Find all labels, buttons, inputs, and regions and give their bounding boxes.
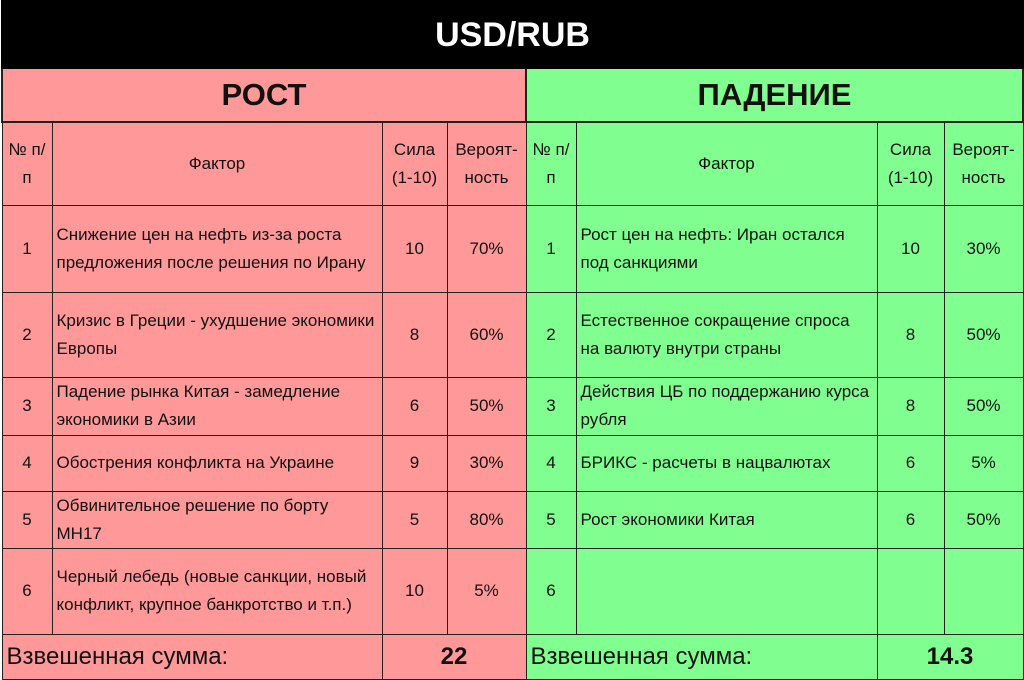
fall-row-factor: Рост цен на нефть: Иран остался под санк… xyxy=(575,204,878,293)
fall-row-strength: 8 xyxy=(876,291,945,378)
rise-row-factor: Снижение цен на нефть из-за роста предло… xyxy=(51,204,383,293)
fall-row-factor: БРИКС - расчеты в нацвалютах xyxy=(575,434,878,492)
fall-header: ПАДЕНИЕ xyxy=(524,67,1024,123)
col-num: № п/п xyxy=(525,121,577,206)
col-prob: Вероят-ность xyxy=(943,121,1024,206)
fall-sum-label: Взвешенная сумма: xyxy=(525,633,878,680)
rise-row-num: 4 xyxy=(1,434,53,492)
rise-row-prob: 80% xyxy=(446,490,527,549)
fall-row-num: 2 xyxy=(525,291,577,378)
table-row: 1 Снижение цен на нефть из-за роста предл… xyxy=(1,204,1024,293)
fall-row-strength: 8 xyxy=(876,376,945,436)
col-num: № п/п xyxy=(1,121,53,206)
col-factor: Фактор xyxy=(51,121,383,206)
rise-header: РОСТ xyxy=(1,67,527,123)
fall-row-strength: 6 xyxy=(876,490,945,549)
rise-row-strength: 9 xyxy=(381,434,448,492)
col-strength: Сила (1-10) xyxy=(876,121,945,206)
rise-row-prob: 30% xyxy=(446,434,527,492)
rise-row-factor: Обвинительное решение по борту МН17 xyxy=(51,490,383,549)
table-row: 2 Кризис в Греции - ухудшение экономики Е… xyxy=(1,291,1024,378)
rise-sum-label: Взвешенная сумма: xyxy=(1,633,383,680)
fall-row-factor: Естественное сокращение спроса на валюту… xyxy=(575,291,878,378)
fall-row-num: 4 xyxy=(525,434,577,492)
fall-row-factor xyxy=(575,547,878,635)
rise-row-strength: 5 xyxy=(381,490,448,549)
rise-row-factor: Черный лебедь (новые санкции, новый конф… xyxy=(51,547,383,635)
rise-row-prob: 60% xyxy=(446,291,527,378)
fall-row-strength xyxy=(876,547,945,635)
table-row: 6 Черный лебедь (новые санкции, новый кон… xyxy=(1,547,1024,635)
fall-row-num: 1 xyxy=(525,204,577,293)
fall-sum-value: 14.3 xyxy=(876,633,1024,680)
rise-row-num: 2 xyxy=(1,291,53,378)
rise-row-factor: Падение рынка Китая - замедление экономи… xyxy=(51,376,383,436)
rise-row-factor: Обострения конфликта на Украине xyxy=(51,434,383,492)
col-factor: Фактор xyxy=(575,121,878,206)
table-row: 5 Обвинительное решение по борту МН17 5 80%… xyxy=(1,490,1024,549)
rise-row-strength: 6 xyxy=(381,376,448,436)
rise-row-num: 6 xyxy=(1,547,53,635)
fall-row-num: 6 xyxy=(525,547,577,635)
rise-row-num: 5 xyxy=(1,490,53,549)
page-title: USD/RUB xyxy=(0,0,1024,69)
fall-row-factor: Рост экономики Китая xyxy=(575,490,878,549)
rise-row-factor: Кризис в Греции - ухудшение экономики Ев… xyxy=(51,291,383,378)
fall-row-num: 3 xyxy=(525,376,577,436)
fall-row-factor: Действия ЦБ по поддержанию курса рубля xyxy=(575,376,878,436)
rise-row-strength: 8 xyxy=(381,291,448,378)
fall-row-prob: 50% xyxy=(943,376,1024,436)
fall-row-prob: 30% xyxy=(943,204,1024,293)
col-prob: Вероят-ность xyxy=(446,121,527,206)
fall-row-strength: 10 xyxy=(876,204,945,293)
rise-row-num: 3 xyxy=(1,376,53,436)
rise-row-strength: 10 xyxy=(381,204,448,293)
rise-row-prob: 5% xyxy=(446,547,527,635)
table-row: 3 Падение рынка Китая - замедление эконом… xyxy=(1,376,1024,436)
col-strength: Сила (1-10) xyxy=(381,121,448,206)
fall-row-num: 5 xyxy=(525,490,577,549)
fall-row-prob: 5% xyxy=(943,434,1024,492)
fall-row-prob xyxy=(943,547,1024,635)
rise-sum-value: 22 xyxy=(381,633,527,680)
fall-row-strength: 6 xyxy=(876,434,945,492)
rise-row-prob: 50% xyxy=(446,376,527,436)
fall-row-prob: 50% xyxy=(943,291,1024,378)
rise-row-prob: 70% xyxy=(446,204,527,293)
table-row: 4 Обострения конфликта на Украине 9 30% 4 БРИ… xyxy=(1,434,1024,492)
rise-row-strength: 10 xyxy=(381,547,448,635)
fall-row-prob: 50% xyxy=(943,490,1024,549)
rise-row-num: 1 xyxy=(1,204,53,293)
